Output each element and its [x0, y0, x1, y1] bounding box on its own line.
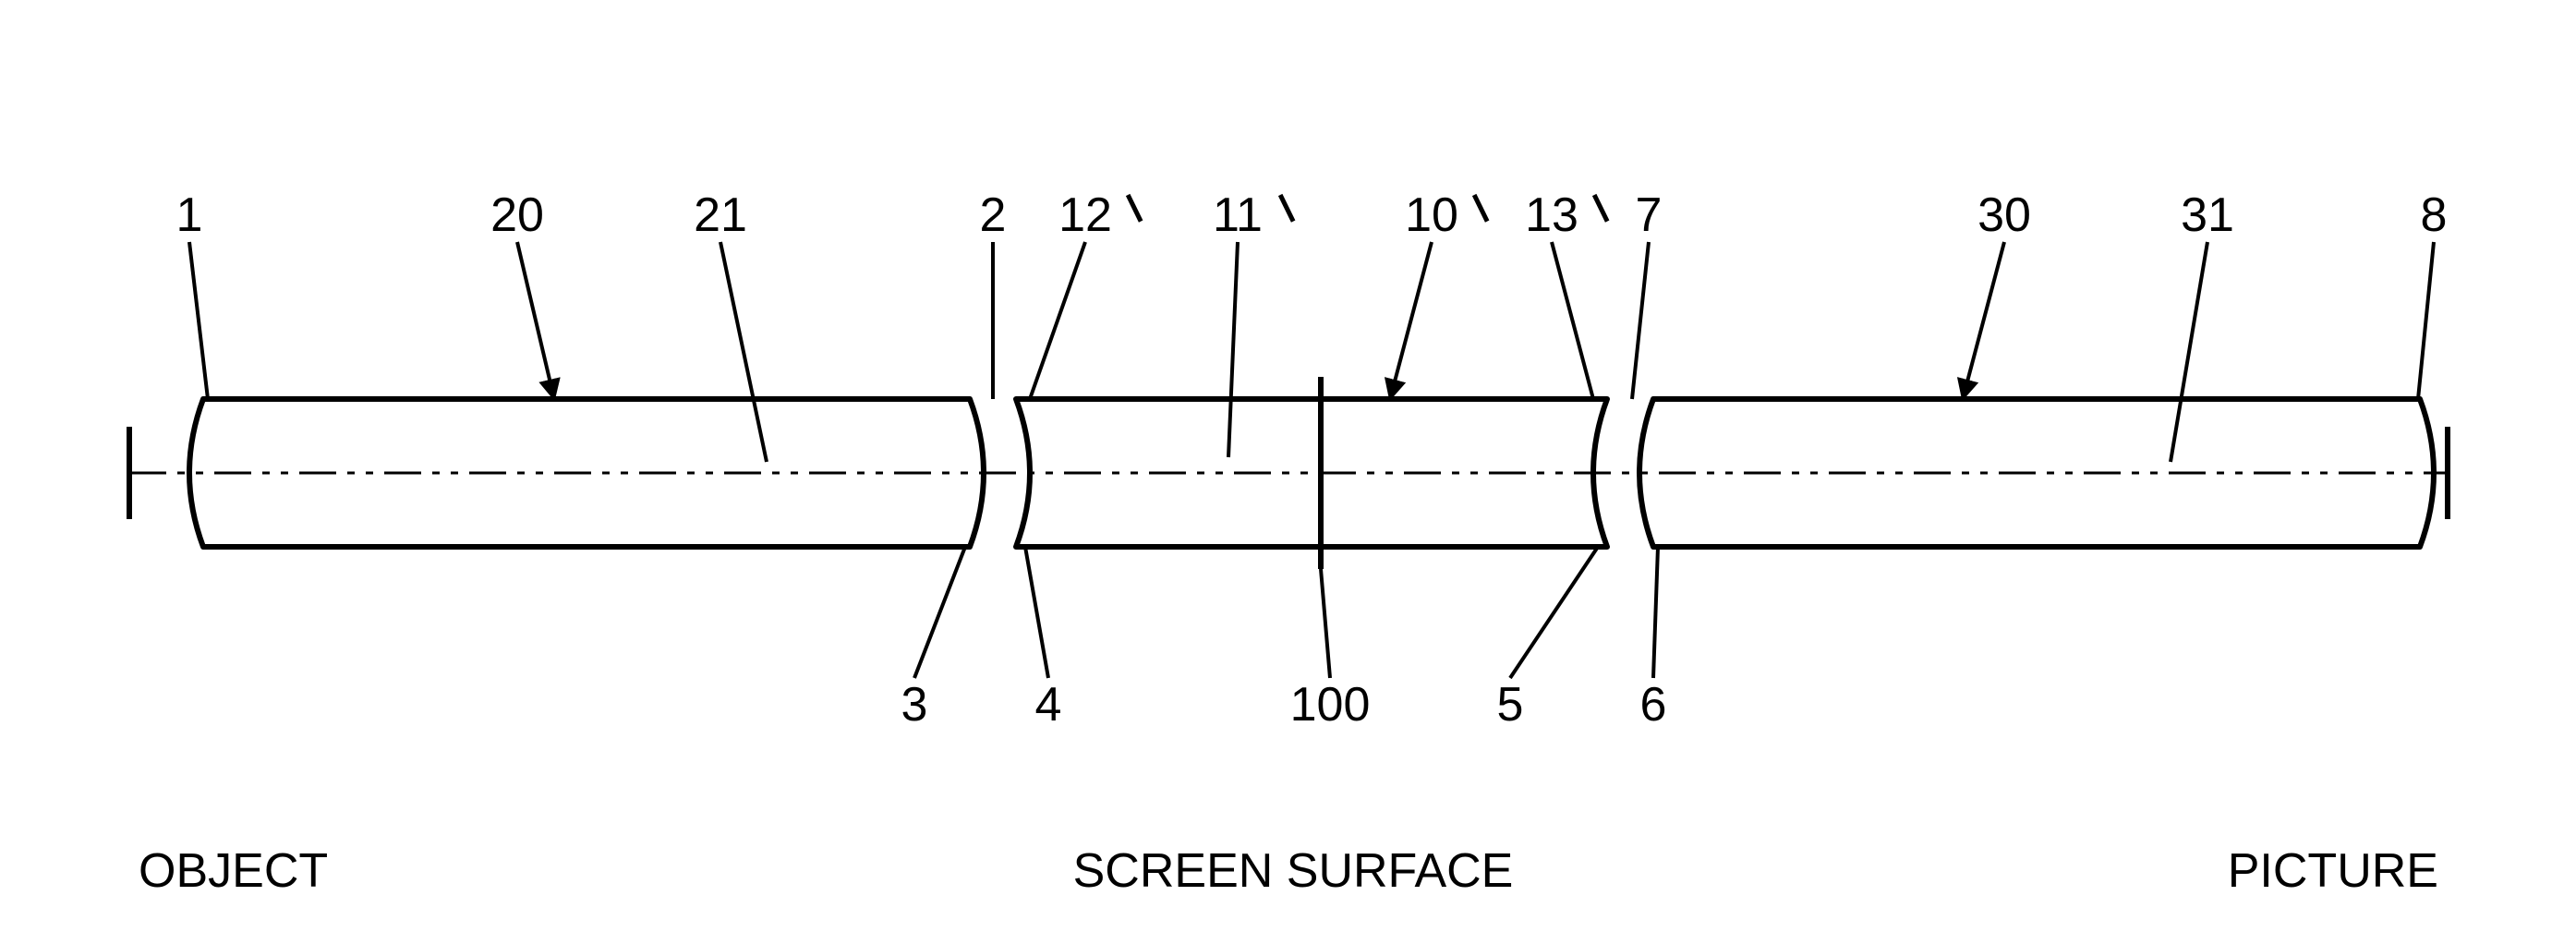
leader-4 — [1025, 547, 1048, 678]
label-text-13p: 13 — [1525, 188, 1578, 242]
label-1: 1 — [176, 188, 208, 399]
leader-100 — [1321, 569, 1330, 678]
label-3: 3 — [901, 547, 965, 732]
leader-1 — [189, 242, 208, 399]
label-text-31: 31 — [2181, 188, 2234, 242]
leader-20 — [517, 242, 554, 399]
label-8: 8 — [2418, 188, 2447, 399]
label-text-100: 100 — [1290, 678, 1371, 732]
label-100: 100 — [1290, 569, 1371, 732]
label-text-21: 21 — [694, 188, 747, 242]
label-6: 6 — [1640, 547, 1667, 732]
label-2: 2 — [980, 188, 1007, 399]
label-5: 5 — [1497, 547, 1598, 732]
label-7: 7 — [1632, 188, 1662, 399]
leader-21 — [720, 242, 767, 462]
leader-3 — [914, 547, 965, 678]
label-text-4: 4 — [1035, 678, 1062, 732]
label-text-6: 6 — [1640, 678, 1667, 732]
label-21: 21 — [694, 188, 767, 462]
label-text-30: 30 — [1977, 188, 2031, 242]
label-text-5: 5 — [1497, 678, 1524, 732]
prime-mark-12p — [1128, 195, 1141, 222]
caption-left: OBJECT — [139, 844, 328, 898]
leader-7 — [1632, 242, 1649, 399]
leader-8 — [2418, 242, 2434, 399]
prime-mark-13p — [1594, 195, 1607, 222]
label-text-20: 20 — [490, 188, 544, 242]
caption-center: SCREEN SURFACE — [1073, 844, 1514, 898]
prime-mark-11p — [1280, 195, 1293, 222]
label-text-2: 2 — [980, 188, 1007, 242]
label-4: 4 — [1025, 547, 1061, 732]
leader-13p — [1552, 242, 1593, 399]
label-11p: 11 — [1213, 188, 1293, 457]
leader-31 — [2171, 242, 2207, 462]
leader-12p — [1030, 242, 1085, 399]
label-text-3: 3 — [901, 678, 928, 732]
label-12p: 12 — [1030, 188, 1141, 399]
label-text-8: 8 — [2421, 188, 2448, 242]
label-text-1: 1 — [176, 188, 203, 242]
caption-right: PICTURE — [2228, 844, 2438, 898]
leader-10p — [1390, 242, 1432, 399]
label-30: 30 — [1963, 188, 2031, 399]
prime-mark-10p — [1474, 195, 1487, 222]
label-text-10p: 10 — [1405, 188, 1458, 242]
leader-5 — [1510, 547, 1598, 678]
leader-11p — [1228, 242, 1238, 457]
leader-6 — [1653, 547, 1658, 678]
label-13p: 13 — [1525, 188, 1607, 399]
label-31: 31 — [2171, 188, 2234, 462]
label-text-11p: 11 — [1213, 188, 1263, 242]
label-10p: 10 — [1390, 188, 1487, 399]
label-20: 20 — [490, 188, 554, 399]
label-text-12p: 12 — [1058, 188, 1112, 242]
leader-30 — [1963, 242, 2004, 399]
label-text-7: 7 — [1636, 188, 1663, 242]
